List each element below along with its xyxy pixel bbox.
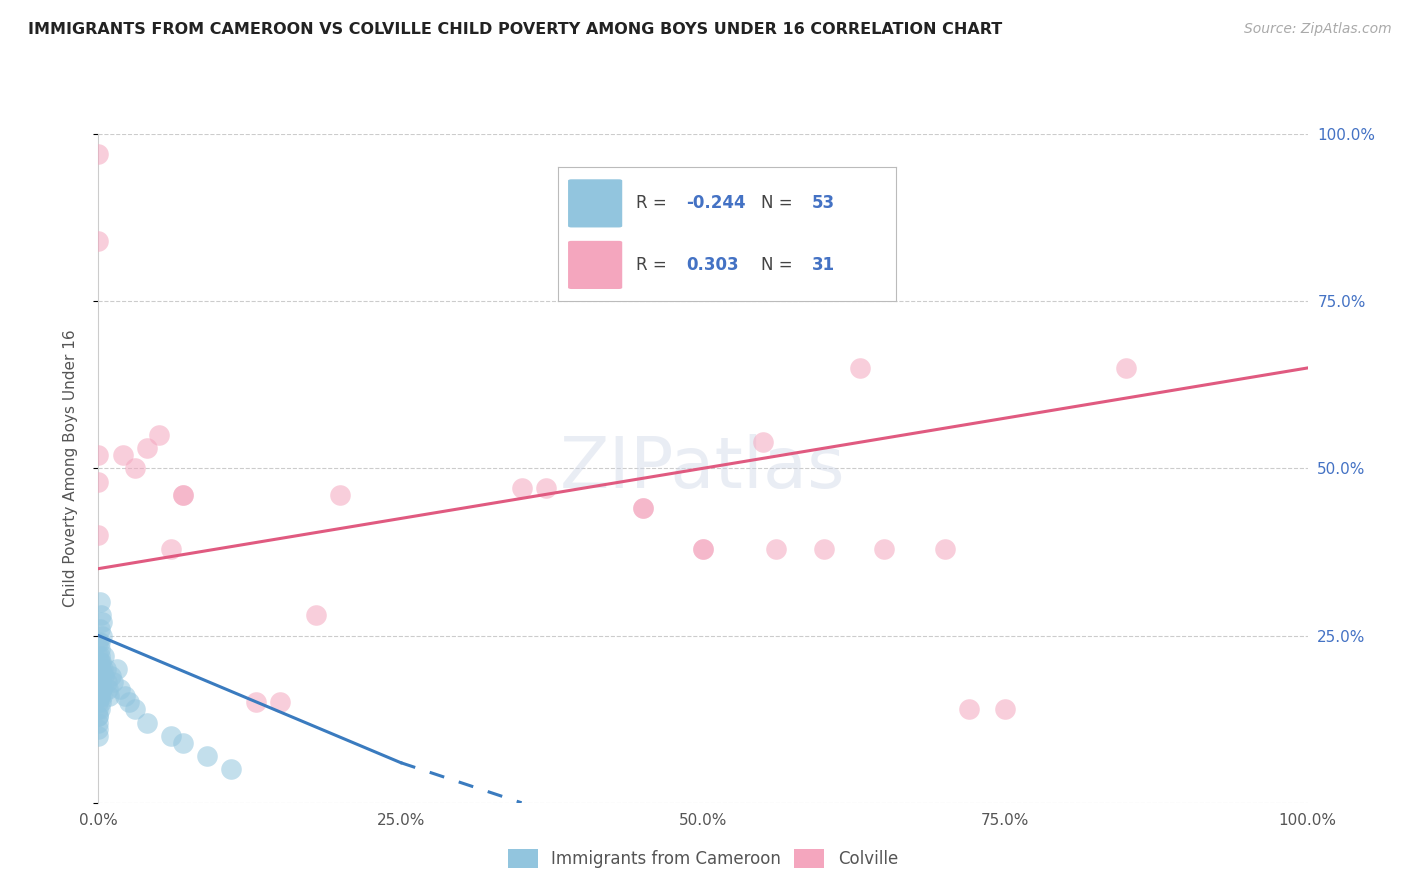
Point [813,541,835,556]
Point [849,361,872,376]
Point [90,608,112,623]
Point [329,488,352,502]
Point [765,541,787,556]
Point [91,662,114,676]
Point [89,689,111,703]
Point [124,461,146,475]
Point [90,675,112,690]
Legend: Immigrants from Cameroon, Colville: Immigrants from Cameroon, Colville [502,842,904,875]
Point [89,635,111,649]
Point [90,655,112,669]
Point [172,735,194,749]
Point [195,749,218,764]
Point [89,642,111,657]
Point [111,448,134,462]
Point [1115,361,1137,376]
Point [305,608,328,623]
Point [135,442,157,456]
Point [87,528,110,542]
Point [87,708,110,723]
Point [87,147,110,161]
Point [93,669,115,683]
Text: IMMIGRANTS FROM CAMEROON VS COLVILLE CHILD POVERTY AMONG BOYS UNDER 16 CORRELATI: IMMIGRANTS FROM CAMEROON VS COLVILLE CHI… [28,22,1002,37]
Point [91,615,114,630]
Point [89,595,111,609]
Point [87,675,110,690]
Point [87,662,110,676]
Point [91,681,114,696]
Point [108,681,131,696]
Point [97,681,120,696]
Point [510,482,533,496]
Point [91,628,114,642]
Point [91,669,114,683]
Point [118,696,141,710]
Point [160,541,183,556]
Point [91,689,114,703]
Point [90,696,112,710]
Point [87,448,110,462]
Point [105,662,128,676]
Point [934,541,956,556]
Point [124,702,146,716]
Point [87,702,110,716]
Point [957,702,980,716]
Point [87,729,110,743]
Text: Source: ZipAtlas.com: Source: ZipAtlas.com [1244,22,1392,37]
Point [994,702,1017,716]
Point [89,669,111,683]
Point [160,729,183,743]
Point [534,482,557,496]
Point [94,662,117,676]
Point [752,434,775,449]
Point [90,681,112,696]
Point [114,689,136,703]
Y-axis label: Child Poverty Among Boys Under 16: Child Poverty Among Boys Under 16 [63,329,77,607]
Point [89,622,111,636]
Point [135,715,157,730]
Point [631,501,654,516]
Point [89,648,111,663]
Text: ZIPatlas: ZIPatlas [560,434,846,503]
Point [90,662,112,676]
Point [98,689,121,703]
Point [172,488,194,502]
Point [245,696,267,710]
Point [89,675,111,690]
Point [692,541,714,556]
Point [100,669,122,683]
Point [87,715,110,730]
Point [87,648,110,663]
Point [148,428,170,442]
Point [87,708,110,723]
Point [87,681,110,696]
Point [93,648,115,663]
Point [89,702,111,716]
Point [692,541,714,556]
Point [89,689,111,703]
Point [221,762,243,776]
Point [87,234,110,248]
Point [87,723,110,737]
Point [101,675,124,690]
Point [631,501,654,516]
Point [873,541,896,556]
Point [96,675,118,690]
Point [89,655,111,669]
Point [87,635,110,649]
Point [269,696,291,710]
Point [87,475,110,489]
Point [172,488,194,502]
Point [87,696,110,710]
